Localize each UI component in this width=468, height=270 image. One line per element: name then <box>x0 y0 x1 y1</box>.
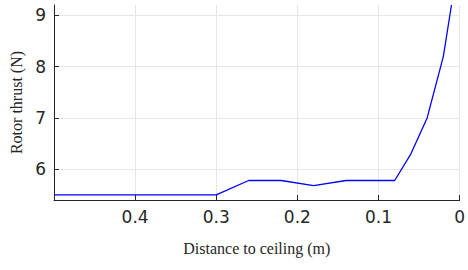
svg-text:0.2: 0.2 <box>284 207 311 227</box>
svg-text:7: 7 <box>35 108 46 128</box>
svg-text:6: 6 <box>35 159 46 179</box>
svg-text:0: 0 <box>454 207 465 227</box>
svg-text:9: 9 <box>35 5 46 25</box>
svg-text:0.1: 0.1 <box>365 207 392 227</box>
svg-text:8: 8 <box>35 57 46 77</box>
svg-text:0.3: 0.3 <box>203 207 230 227</box>
svg-text:0.4: 0.4 <box>122 207 149 227</box>
svg-text:Distance to ceiling (m): Distance to ceiling (m) <box>183 240 330 258</box>
svg-text:Rotor thrust (N): Rotor thrust (N) <box>8 51 26 154</box>
